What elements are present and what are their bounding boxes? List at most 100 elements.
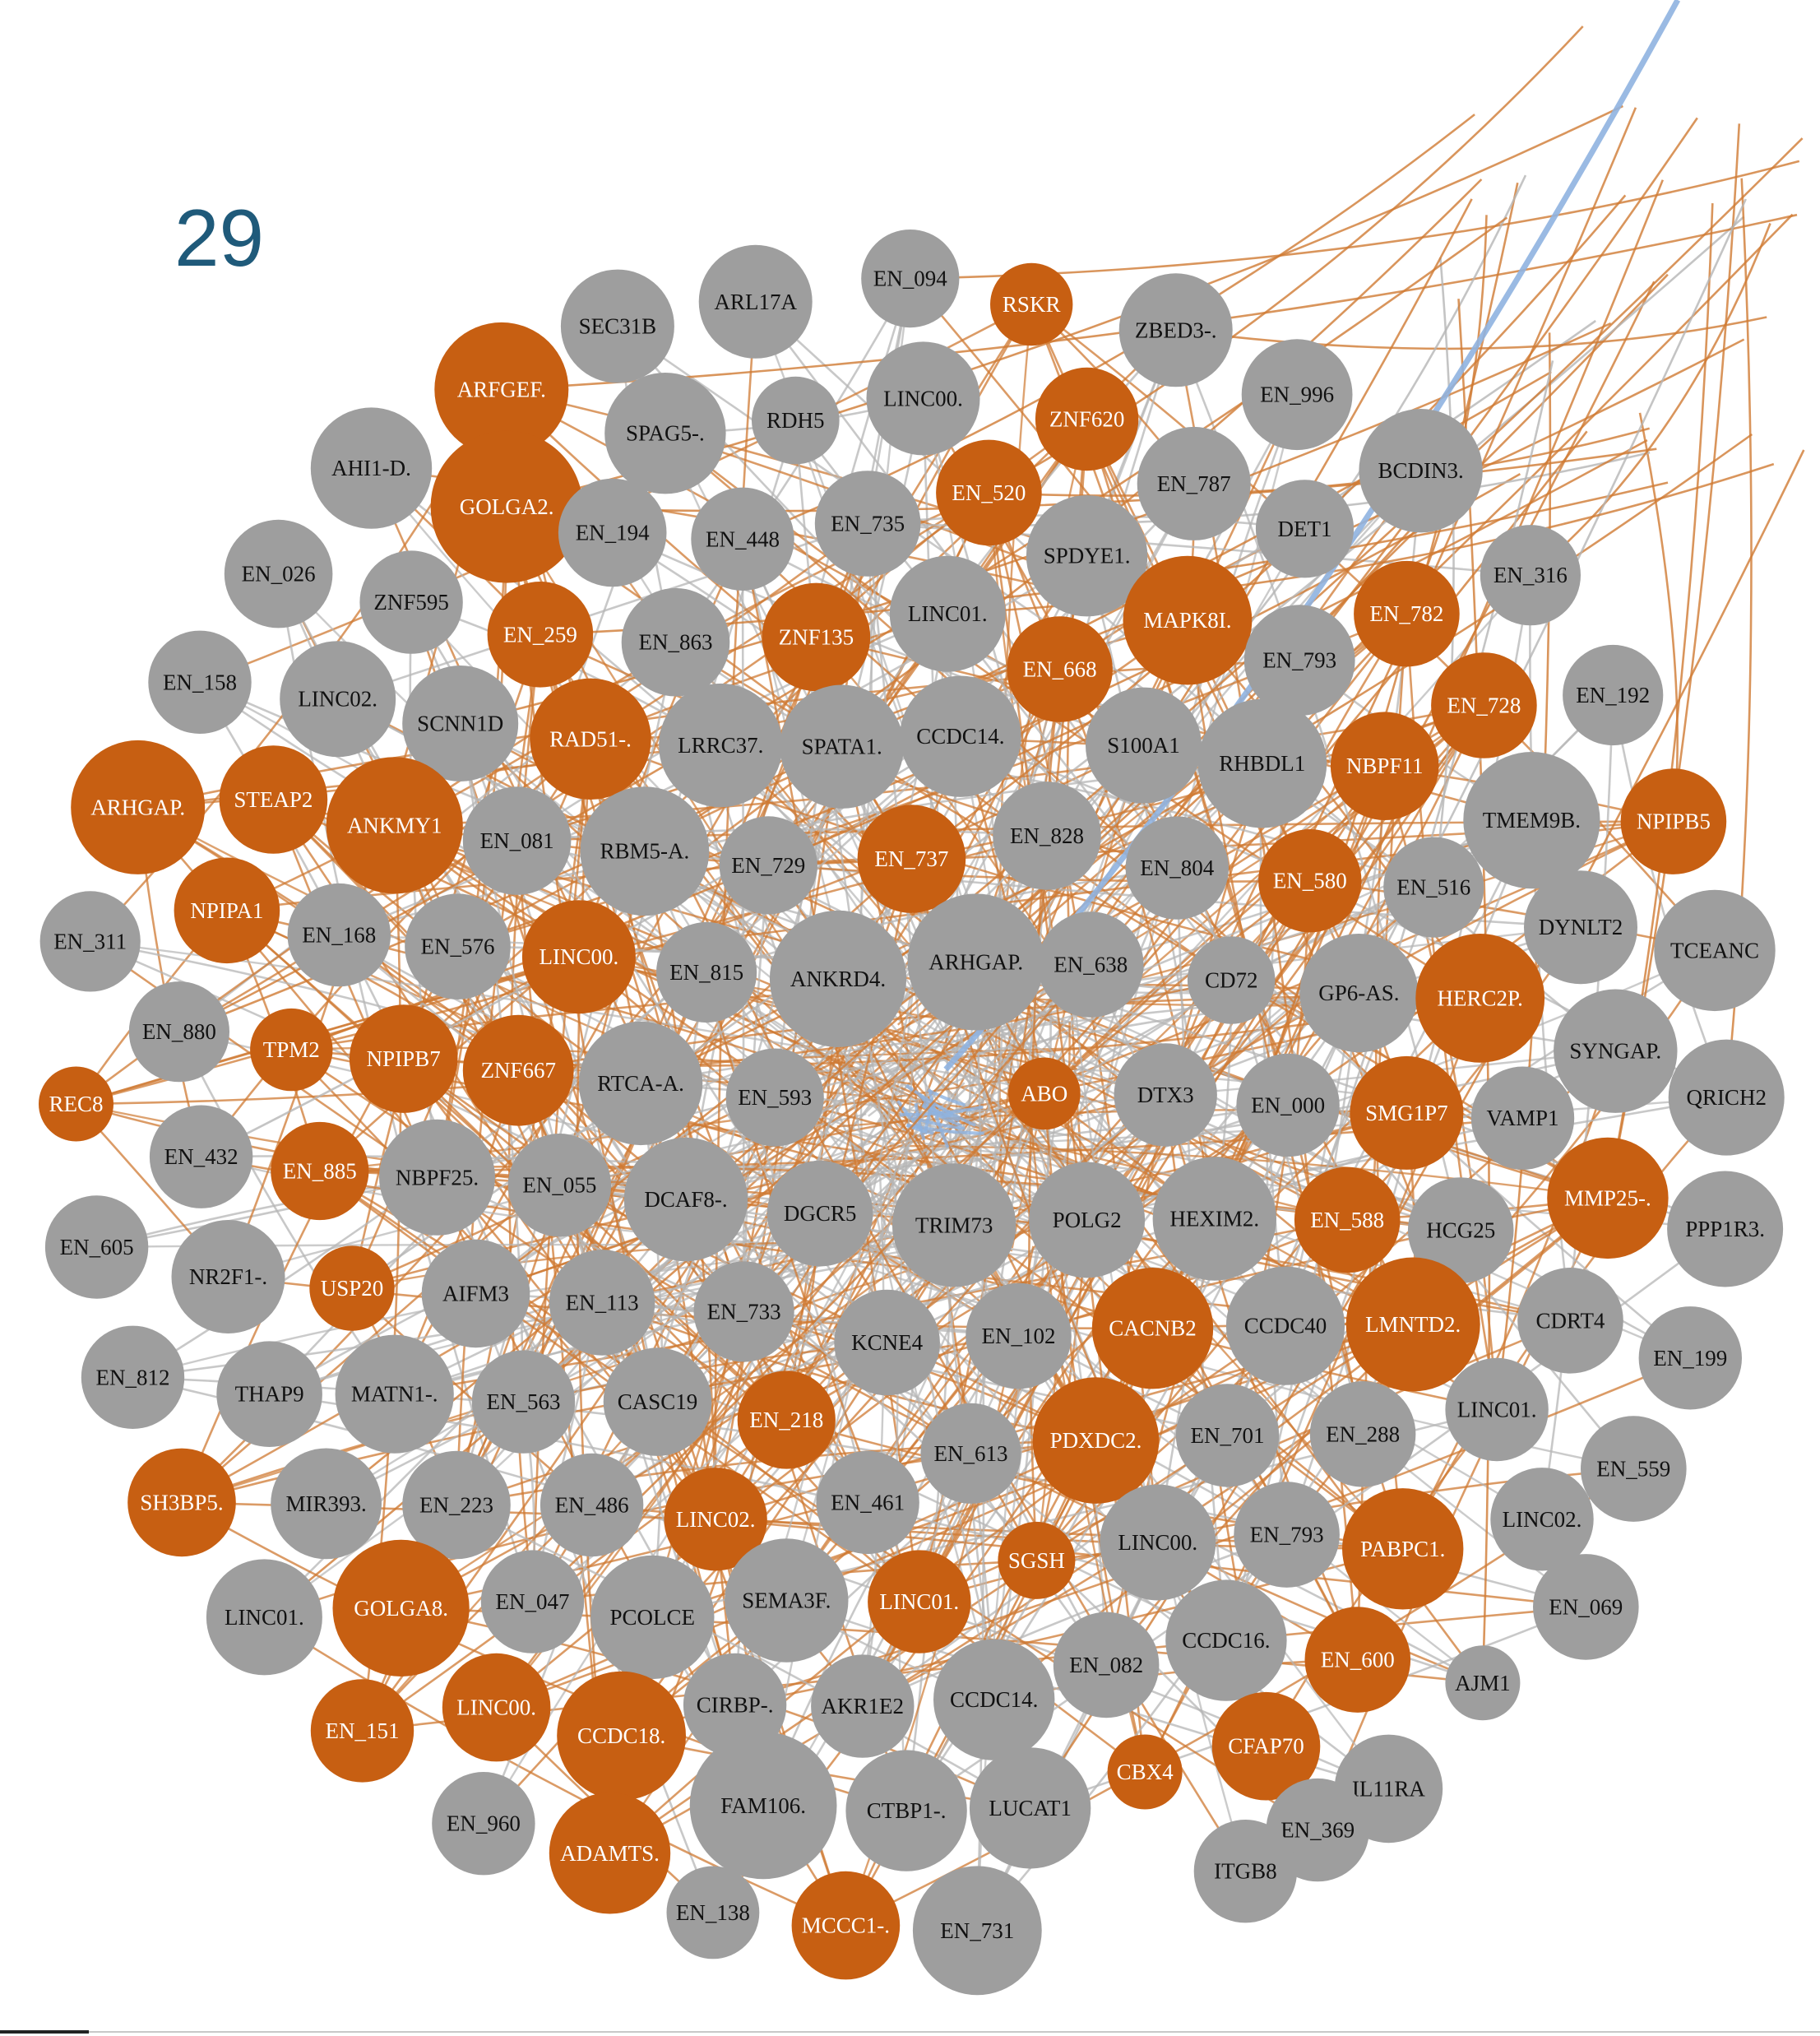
network-node: NPIPB7 [349,1004,458,1113]
network-node: ZNF595 [359,550,463,654]
network-node: EN_288 [1309,1381,1416,1487]
outgoing-edge [1530,223,1771,577]
bottom-divider [0,2031,1820,2033]
node-circle [271,1448,382,1560]
node-circle [1211,1691,1321,1801]
network-node: PCOLCE [590,1555,715,1680]
network-node: CFAP70 [1211,1691,1321,1801]
outgoing-edge [1175,316,1767,350]
node-label: EN_735 [831,512,905,536]
network-node: ARFGEF. [434,322,569,457]
node-circle [250,1008,333,1092]
node-label: CD72 [1205,968,1258,993]
node-circle [507,1134,612,1237]
node-label: AIFM3 [442,1281,509,1306]
node-label: CCDC18. [577,1723,665,1748]
node-circle [857,805,966,913]
node-label: EN_369 [1280,1818,1355,1843]
node-label: EN_728 [1447,693,1521,718]
node-label: LMNTD2. [1365,1312,1461,1337]
node-label: EN_311 [53,929,127,953]
node-label: EN_668 [1023,657,1097,682]
node-label: DCAF8-. [644,1187,727,1212]
node-circle [1533,1554,1639,1660]
node-label: EN_151 [326,1718,400,1743]
network-node: LRRC37. [659,683,783,808]
node-circle [1258,828,1362,933]
network-node: EN_194 [558,478,667,587]
network-node: EN_082 [1053,1612,1160,1718]
node-label: CIRBP-. [697,1693,774,1718]
node-circle [1620,768,1727,874]
node-label: EN_218 [749,1408,823,1432]
node-label: RBM5-A. [600,839,690,864]
network-node: RSKR [990,262,1073,346]
network-node: LINC01. [889,555,1006,672]
network-node: EN_486 [540,1453,644,1557]
node-circle [434,322,569,457]
node-label: EN_593 [738,1085,812,1110]
node-circle [766,1160,873,1267]
network-node: EN_812 [81,1325,185,1430]
network-node: HEXIM2. [1152,1157,1277,1281]
node-circle [656,921,757,1023]
node-circle [666,1866,760,1959]
node-label: EN_486 [555,1493,629,1518]
network-node: HERC2P. [1415,934,1545,1063]
network-node: EN_815 [656,921,757,1023]
node-circle [816,1450,919,1555]
node-circle [621,587,730,697]
node-label: EN_793 [1250,1523,1324,1547]
node-circle [1407,1177,1514,1283]
node-circle [580,786,710,916]
node-label: NPIPB7 [367,1046,441,1071]
node-label: PABPC1. [1360,1537,1445,1561]
network-node: TMEM9B. [1463,752,1600,889]
network-node: MIR393. [271,1448,382,1560]
node-label: EN_787 [1157,471,1231,496]
node-circle [549,1793,671,1914]
network-node: LINC00. [521,900,636,1014]
cluster-number-label: 29 [174,192,265,283]
node-circle [693,1261,794,1362]
node-circle [603,1347,712,1456]
network-node: EN_158 [148,630,252,734]
node-circle [1359,409,1483,533]
network-edge [911,1115,966,1130]
node-label: RSKR [1003,292,1061,317]
node-label: DET1 [1278,517,1332,541]
node-circle [936,439,1042,546]
node-label: EN_885 [283,1159,357,1184]
network-node: ZNF620 [1035,367,1139,471]
node-label: SMG1P7 [1365,1101,1448,1125]
network-node: EN_863 [621,587,730,697]
node-label: FAM106. [720,1793,806,1818]
node-circle [1480,525,1581,626]
node-label: CCDC14. [950,1687,1038,1712]
node-circle [1304,1607,1411,1713]
node-circle [691,487,794,591]
node-label: CCDC40 [1244,1314,1327,1338]
network-node: EN_793 [1243,605,1355,717]
network-node: EN_047 [480,1550,585,1653]
network-node: GOLGA8. [332,1539,470,1677]
node-label: SPATA1. [802,735,882,759]
node-label: EN_729 [731,853,805,878]
node-label: KCNE4 [851,1330,923,1355]
network-node: DGCR5 [766,1160,873,1267]
network-node: LINC02. [664,1468,767,1571]
node-circle [907,893,1044,1031]
node-label: ARHGAP. [929,950,1023,975]
node-label: RDH5 [766,408,825,433]
node-circle [1563,644,1664,746]
node-label: SPAG5-. [626,421,705,446]
node-circle [1107,1734,1183,1810]
node-label: EN_448 [706,526,780,551]
node-label: MCCC1-. [802,1913,890,1938]
network-node: EN_728 [1431,652,1537,758]
node-circle [1299,934,1419,1053]
node-circle [698,244,813,359]
network-node: EN_613 [920,1403,1021,1504]
network-node: EN_787 [1137,426,1251,540]
node-circle [920,1403,1021,1504]
